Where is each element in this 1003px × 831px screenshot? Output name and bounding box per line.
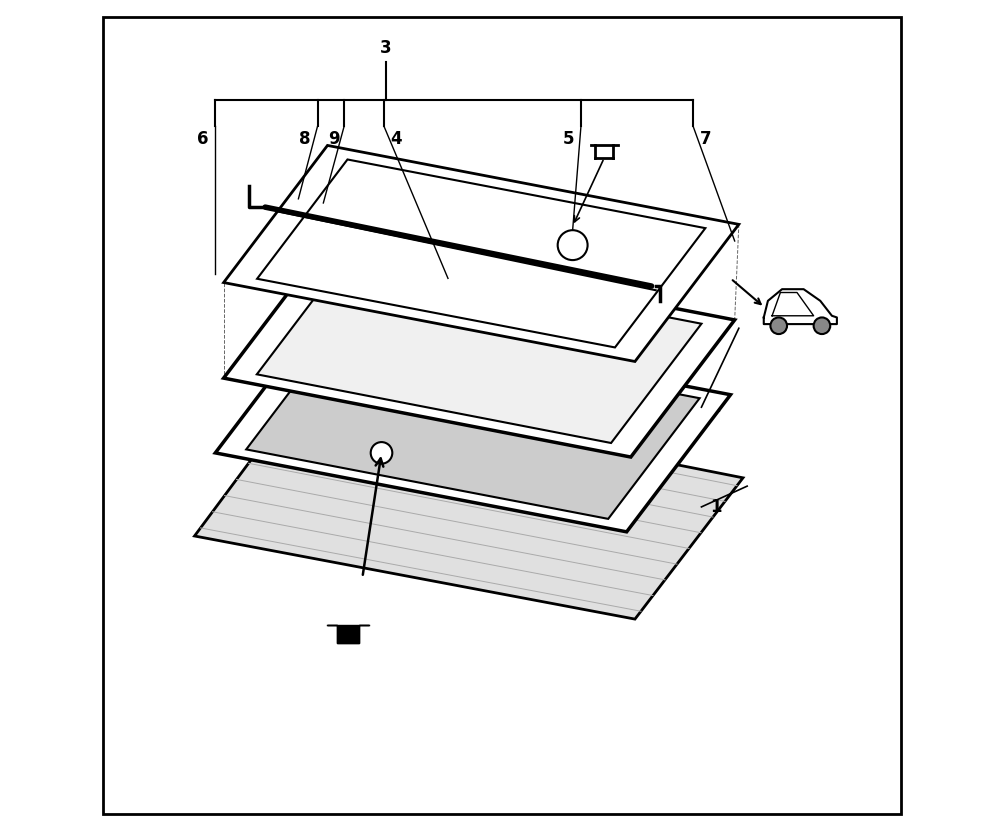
Polygon shape <box>215 316 730 532</box>
Polygon shape <box>327 625 369 643</box>
Polygon shape <box>224 145 738 361</box>
Text: 3: 3 <box>379 38 391 57</box>
Circle shape <box>557 230 587 260</box>
Text: 4: 4 <box>390 130 402 149</box>
Text: 8: 8 <box>299 130 311 149</box>
Text: 9: 9 <box>328 130 340 149</box>
Text: 5: 5 <box>562 130 574 149</box>
Circle shape <box>769 317 786 334</box>
Text: 1: 1 <box>709 498 720 516</box>
Text: 2: 2 <box>709 398 721 416</box>
Circle shape <box>812 317 829 334</box>
Polygon shape <box>195 391 742 619</box>
Polygon shape <box>246 329 699 519</box>
Polygon shape <box>257 255 701 443</box>
Text: 7: 7 <box>699 130 711 149</box>
Polygon shape <box>224 241 734 457</box>
Text: 6: 6 <box>197 130 209 149</box>
Polygon shape <box>257 160 705 347</box>
Polygon shape <box>763 289 837 324</box>
Circle shape <box>370 442 392 464</box>
